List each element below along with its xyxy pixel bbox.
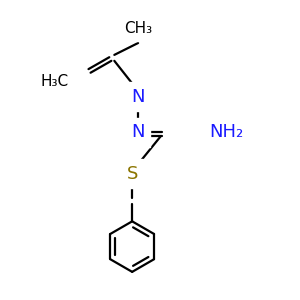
- Text: NH₂: NH₂: [209, 123, 244, 141]
- Text: N: N: [131, 88, 145, 106]
- Text: H₃C: H₃C: [41, 74, 69, 89]
- Text: CH₃: CH₃: [124, 21, 152, 36]
- Text: S: S: [127, 165, 138, 183]
- Text: N: N: [131, 123, 145, 141]
